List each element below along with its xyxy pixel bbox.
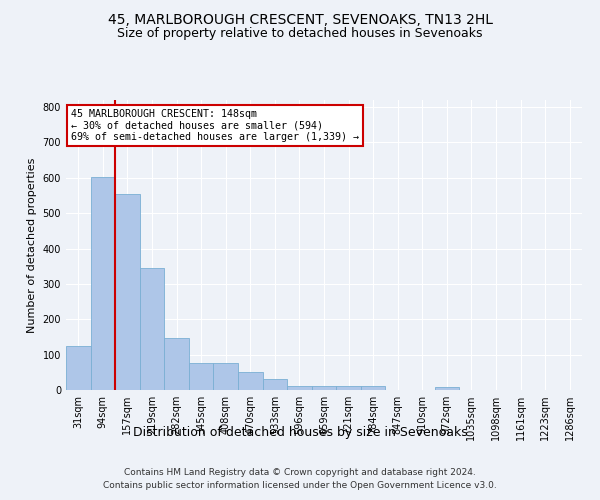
Bar bbox=[164, 338, 189, 390]
Bar bbox=[238, 372, 263, 390]
Bar bbox=[434, 387, 459, 390]
Bar bbox=[287, 386, 312, 390]
Bar bbox=[312, 386, 336, 390]
Bar bbox=[361, 386, 385, 390]
Bar bbox=[115, 194, 140, 390]
Bar bbox=[66, 346, 91, 390]
Bar bbox=[140, 268, 164, 390]
Bar bbox=[189, 364, 214, 390]
Text: 45, MARLBOROUGH CRESCENT, SEVENOAKS, TN13 2HL: 45, MARLBOROUGH CRESCENT, SEVENOAKS, TN1… bbox=[107, 12, 493, 26]
Text: 45 MARLBOROUGH CRESCENT: 148sqm
← 30% of detached houses are smaller (594)
69% o: 45 MARLBOROUGH CRESCENT: 148sqm ← 30% of… bbox=[71, 108, 359, 142]
Bar bbox=[91, 178, 115, 390]
Text: Distribution of detached houses by size in Sevenoaks: Distribution of detached houses by size … bbox=[133, 426, 467, 439]
Bar bbox=[336, 386, 361, 390]
Text: Contains public sector information licensed under the Open Government Licence v3: Contains public sector information licen… bbox=[103, 482, 497, 490]
Y-axis label: Number of detached properties: Number of detached properties bbox=[27, 158, 37, 332]
Bar bbox=[263, 380, 287, 390]
Text: Size of property relative to detached houses in Sevenoaks: Size of property relative to detached ho… bbox=[117, 28, 483, 40]
Text: Contains HM Land Registry data © Crown copyright and database right 2024.: Contains HM Land Registry data © Crown c… bbox=[124, 468, 476, 477]
Bar bbox=[214, 364, 238, 390]
